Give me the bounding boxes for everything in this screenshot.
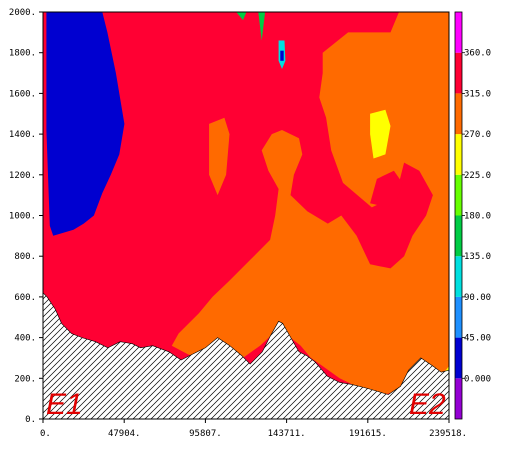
field-region-3	[370, 170, 403, 208]
colorbar-label: 180.0	[464, 212, 491, 222]
x-tick-label: 47904.	[108, 429, 141, 439]
y-tick-label: 400.	[14, 334, 36, 344]
colorbar-swatch	[455, 134, 462, 175]
y-tick-label: 1200.	[9, 171, 36, 181]
colorbar-label: 135.0	[464, 252, 491, 262]
field-region-9	[236, 12, 247, 21]
colorbar-label: 360.0	[464, 49, 491, 59]
colorbar-swatch	[455, 215, 462, 257]
y-tick-label: 0.	[25, 415, 36, 425]
y-tick-label: 600.	[14, 293, 36, 303]
field-region-6	[46, 12, 125, 236]
y-tick-label: 1800.	[9, 49, 36, 59]
colorbar-label: 45.00	[464, 334, 491, 344]
colorbar-swatch	[455, 337, 462, 379]
x-tick-label: 95807.	[189, 429, 222, 439]
x-tick-label: 143711.	[268, 429, 306, 439]
colorbar-label: 0.000	[464, 374, 491, 384]
x-tick-label: 0.	[40, 429, 51, 439]
y-tick-label: 1600.	[9, 89, 36, 99]
y-tick-label: 800.	[14, 252, 36, 262]
x-tick-label: 239518.	[429, 429, 467, 439]
field-region-4	[370, 109, 391, 159]
y-tick-label: 1000.	[9, 212, 36, 222]
x-tick-label: 191615.	[349, 429, 387, 439]
y-tick-label: 2000.	[9, 8, 36, 18]
terrain-hatch	[43, 292, 449, 419]
field-region-1	[171, 12, 449, 395]
field-region-10	[258, 12, 266, 41]
colorbar-label: 270.0	[464, 130, 491, 140]
colorbar-swatch	[455, 296, 462, 338]
colorbar-swatch	[455, 93, 462, 135]
field-region-2	[209, 117, 230, 196]
colorbar-label: 315.0	[464, 89, 491, 99]
colorbar: 0.000 45.00 90.00 135.0 180.0 225.0 270.0 315.0…	[454, 11, 491, 420]
y-tick-label: 200.	[14, 374, 36, 384]
y-axis: 0. 200. 400. 600. 800. 1000. 1200. 1400. 1600. 18…	[9, 8, 43, 425]
colorbar-label: 90.00	[464, 293, 491, 303]
colorbar-swatch	[455, 256, 462, 297]
y-tick-label: 1400.	[9, 130, 36, 140]
field-region-8	[280, 50, 284, 61]
colorbar-swatch	[455, 378, 462, 419]
x-axis: 0. 47904. 95807. 143711. 191615. 239518.	[40, 419, 467, 439]
colorbar-swatch	[455, 12, 462, 53]
right-corner-label: E2	[409, 388, 446, 421]
colorbar-label: 225.0	[464, 171, 491, 181]
plot-area	[43, 12, 449, 419]
colorbar-swatch	[455, 174, 462, 216]
left-corner-label: E1	[46, 388, 83, 421]
colorbar-swatch	[455, 52, 462, 94]
